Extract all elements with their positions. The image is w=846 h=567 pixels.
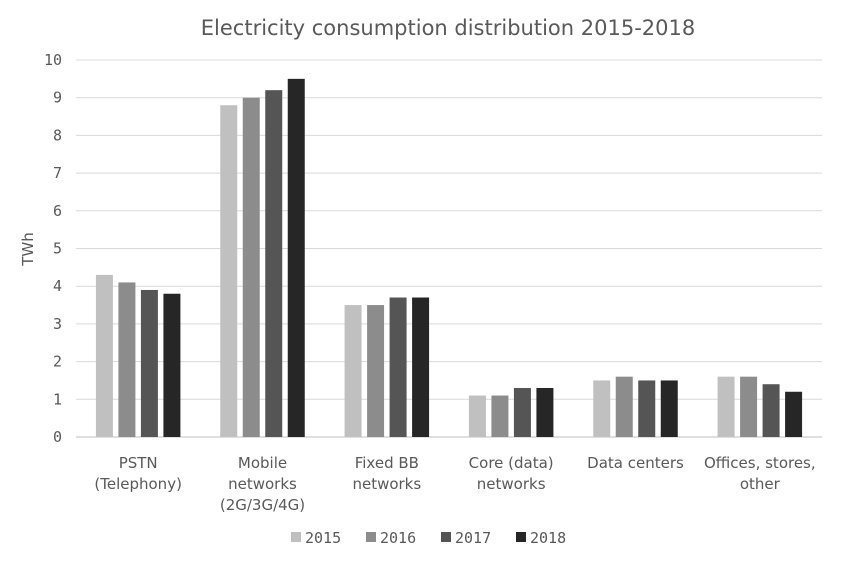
legend-swatch-2016 [366,532,376,542]
bar-2018-cat-5 [785,391,803,437]
y-axis-label: TWh [19,232,37,267]
bar-2018-cat-2 [412,297,430,437]
y-tick-label: 5 [53,240,62,258]
bar-2016-cat-3 [491,395,509,437]
bar-2016-cat-2 [367,305,385,437]
bar-2016-cat-0 [118,282,136,437]
bar-2017-cat-5 [762,384,780,437]
legend-label-2015: 2015 [305,529,341,547]
category-labels: PSTN (Telephony) Mobile networks (2G/3G/4G) F… [94,454,815,514]
bar-2017-cat-4 [638,380,656,437]
bar-2015-cat-2 [344,305,362,437]
bar-2018-cat-4 [660,380,678,437]
bar-2016-cat-5 [740,376,758,437]
bar-2015-cat-1 [220,105,238,438]
legend-label-2018: 2018 [530,529,566,547]
x-category-label: networks [228,475,297,493]
legend-label-2017: 2017 [455,529,491,547]
legend-swatch-2018 [516,532,526,542]
y-tick-label: 9 [53,89,62,107]
x-category-label: PSTN [119,454,158,472]
x-category-label: Fixed BB [355,454,419,472]
legend-label-2016: 2016 [380,529,416,547]
y-tick-label: 4 [53,277,62,295]
bar-2017-cat-3 [513,387,531,437]
legend-swatch-2015 [291,532,301,542]
x-category-label: Core (data) [469,454,554,472]
bar-2018-cat-1 [287,78,305,437]
x-category-label: networks [477,475,546,493]
x-category-label: Data centers [587,454,684,472]
bar-2017-cat-0 [140,289,158,437]
bar-2015-cat-0 [95,274,113,437]
bar-2015-cat-3 [468,395,486,437]
y-tick-label: 8 [53,126,62,144]
legend: 2015 2016 2017 2018 [291,529,566,547]
y-tick-label: 1 [53,390,62,408]
y-tick-label: 7 [53,164,62,182]
chart-title: Electricity consumption distribution 201… [201,16,695,40]
y-tick-label: 0 [53,428,62,446]
bar-2015-cat-5 [717,376,735,437]
bar-2016-cat-4 [615,376,633,437]
gridlines [76,59,822,438]
y-axis-ticks: 0 1 2 3 4 5 6 7 8 9 10 [44,51,62,446]
x-category-label: Offices, stores, [704,454,816,472]
y-tick-label: 6 [53,202,62,220]
legend-swatch-2017 [441,532,451,542]
y-tick-label: 10 [44,51,62,69]
y-tick-label: 3 [53,315,62,333]
bars [95,78,803,438]
x-category-label: other [740,475,781,493]
x-category-label: (2G/3G/4G) [220,496,305,514]
bar-2017-cat-2 [389,297,407,437]
x-category-label: Mobile [238,454,287,472]
bar-2018-cat-3 [536,387,554,437]
bar-2016-cat-1 [242,97,260,437]
bar-2015-cat-4 [593,380,611,437]
x-category-label: (Telephony) [94,475,182,493]
bar-2018-cat-0 [163,293,181,437]
y-tick-label: 2 [53,353,62,371]
bar-2017-cat-1 [265,90,283,437]
x-category-label: networks [352,475,421,493]
